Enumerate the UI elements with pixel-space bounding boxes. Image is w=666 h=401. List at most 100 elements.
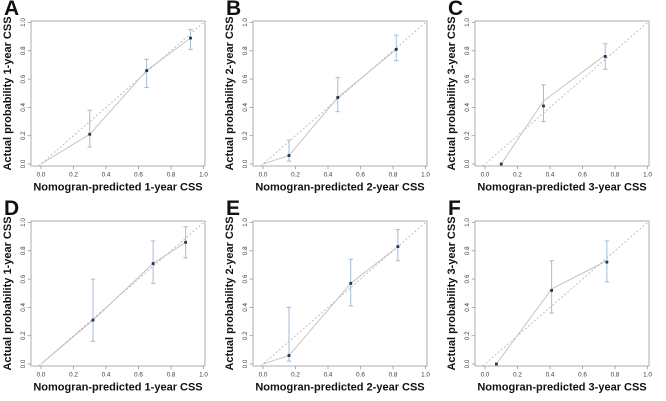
x-axis-label: Nomogran-predicted 1-year CSS xyxy=(33,182,202,194)
y-axis-label: Actual probability 1-year CSS xyxy=(2,16,14,170)
y-tick-label: 0.4 xyxy=(242,103,249,112)
x-tick-label: 0.8 xyxy=(611,372,620,379)
y-tick-label: 0.2 xyxy=(242,131,249,140)
x-tick-label: 0.6 xyxy=(134,172,143,179)
y-axis-label: Actual probability 3-year CSS xyxy=(446,16,458,170)
x-axis-label: Nomogran-predicted 3-year CSS xyxy=(477,182,646,194)
y-tick-label: 0.8 xyxy=(464,246,471,255)
y-tick-label: 0.6 xyxy=(20,274,27,283)
panel-f: F 0.0 0.0 0.2 0.2 0.4 0.4 0.6 0.6 0.8 0.8 1.0 1.0 No… xyxy=(444,197,666,400)
y-tick-label: 0.0 xyxy=(242,159,249,168)
x-tick-label: 1.0 xyxy=(199,372,208,379)
y-tick-label: 0.0 xyxy=(242,359,249,368)
y-tick-label: 0.2 xyxy=(20,331,27,340)
y-tick-label: 0.8 xyxy=(242,246,249,255)
panel-e: E 0.0 0.0 0.2 0.2 0.4 0.4 0.6 0.6 0.8 0.8 1.0 1.0 No… xyxy=(222,197,444,400)
x-tick-label: 1.0 xyxy=(643,172,652,179)
x-tick-label: 0.0 xyxy=(37,372,46,379)
data-point-marker xyxy=(603,55,607,58)
panel-letter-d: D xyxy=(4,197,20,220)
data-points xyxy=(499,43,608,166)
y-tick-label: 0.8 xyxy=(20,46,27,55)
x-tick-label: 0.2 xyxy=(291,372,300,379)
x-tick-label: 0.0 xyxy=(481,372,490,379)
data-point-marker xyxy=(151,262,155,265)
plot-box xyxy=(474,20,650,167)
identity-diagonal xyxy=(260,20,428,167)
panel-letter-b: B xyxy=(226,0,242,20)
x-axis-label: Nomogran-predicted 1-year CSS xyxy=(33,382,202,394)
identity-diagonal xyxy=(38,220,206,367)
x-tick-label: 0.6 xyxy=(134,372,143,379)
y-tick-label: 0.6 xyxy=(464,274,471,283)
calibration-plot-c: 0.0 0.0 0.2 0.2 0.4 0.4 0.6 0.6 0.8 0.8 1.0 1.0 Nomo… xyxy=(446,16,652,194)
x-tick-label: 0.0 xyxy=(259,372,268,379)
plot-box xyxy=(30,220,206,367)
calibration-line xyxy=(500,54,606,165)
x-tick-label: 0.6 xyxy=(578,172,587,179)
panel-letter-a: A xyxy=(4,0,20,20)
plot-box xyxy=(252,20,428,167)
y-tick-label: 1.0 xyxy=(464,18,471,27)
y-tick-label: 0.4 xyxy=(464,103,471,112)
identity-diagonal xyxy=(38,20,206,167)
data-point-marker xyxy=(184,240,188,244)
y-axis-label: Actual probability 2-year CSS xyxy=(224,16,236,170)
x-tick-label: 1.0 xyxy=(421,372,430,379)
x-tick-label: 0.8 xyxy=(389,372,398,379)
x-tick-label: 0.8 xyxy=(167,172,176,179)
data-point-marker xyxy=(542,104,545,108)
calibration-line xyxy=(40,241,186,365)
y-tick-label: 0.6 xyxy=(20,74,27,83)
y-tick-label: 0.4 xyxy=(242,303,249,312)
data-point-marker xyxy=(605,260,609,264)
x-tick-label: 0.2 xyxy=(69,172,78,179)
data-points xyxy=(286,229,401,362)
y-tick-label: 0.8 xyxy=(242,46,249,55)
x-tick-label: 0.0 xyxy=(259,172,268,179)
calibration-line xyxy=(262,246,399,365)
x-tick-label: 0.2 xyxy=(291,172,300,179)
identity-diagonal xyxy=(482,20,650,167)
y-axis-label: Actual probability 3-year CSS xyxy=(446,216,458,370)
data-point-marker xyxy=(349,281,353,285)
data-point-marker xyxy=(394,47,398,51)
y-tick-label: 0.6 xyxy=(242,274,249,283)
x-tick-label: 0.4 xyxy=(546,172,555,179)
y-tick-label: 0.2 xyxy=(464,331,471,340)
data-point-marker xyxy=(550,289,554,292)
x-tick-label: 0.4 xyxy=(324,172,333,179)
data-point-marker xyxy=(396,245,400,248)
x-tick-label: 1.0 xyxy=(199,172,208,179)
identity-diagonal xyxy=(482,220,650,367)
y-tick-label: 0.2 xyxy=(242,331,249,340)
data-point-marker xyxy=(88,132,92,136)
x-tick-label: 0.8 xyxy=(611,172,620,179)
x-tick-label: 1.0 xyxy=(643,372,652,379)
calibration-plot-d: 0.0 0.0 0.2 0.2 0.4 0.4 0.6 0.6 0.8 0.8 1.0 1.0 Nomo… xyxy=(2,216,208,394)
panel-a: A 0.0 0.0 0.2 0.2 0.4 0.4 0.6 0.6 0.8 0.8 1.0 1.0 No… xyxy=(0,0,222,200)
panel-letter-f: F xyxy=(448,197,461,220)
calibration-plot-a: 0.0 0.0 0.2 0.2 0.4 0.4 0.6 0.6 0.8 0.8 1.0 1.0 Nomo… xyxy=(2,16,208,194)
x-tick-label: 0.2 xyxy=(69,372,78,379)
panel-letter-e: E xyxy=(226,197,241,220)
panel-c: C 0.0 0.0 0.2 0.2 0.4 0.4 0.6 0.6 0.8 0.8 1.0 1.0 No… xyxy=(444,0,666,200)
data-point-marker xyxy=(494,362,498,366)
x-axis-label: Nomogran-predicted 2-year CSS xyxy=(255,182,424,194)
data-point-marker xyxy=(287,154,291,157)
data-point-marker xyxy=(189,36,192,40)
calibration-plot-f: 0.0 0.0 0.2 0.2 0.4 0.4 0.6 0.6 0.8 0.8 1.0 1.0 Nomo… xyxy=(446,216,652,393)
y-tick-label: 0.8 xyxy=(464,46,471,55)
plot-box xyxy=(474,220,650,367)
calibration-plot-b: 0.0 0.0 0.2 0.2 0.4 0.4 0.6 0.6 0.8 0.8 1.0 1.0 Nomo… xyxy=(224,16,430,194)
data-points xyxy=(90,226,188,342)
y-tick-label: 0.0 xyxy=(20,359,27,368)
x-tick-label: 0.0 xyxy=(481,172,490,179)
x-tick-label: 0.4 xyxy=(102,372,111,379)
data-point-marker xyxy=(336,96,340,99)
x-tick-label: 0.2 xyxy=(513,372,522,379)
plot-box xyxy=(252,220,428,367)
x-tick-label: 0.8 xyxy=(389,172,398,179)
y-tick-label: 0.0 xyxy=(464,359,471,368)
calibration-line xyxy=(262,49,397,165)
